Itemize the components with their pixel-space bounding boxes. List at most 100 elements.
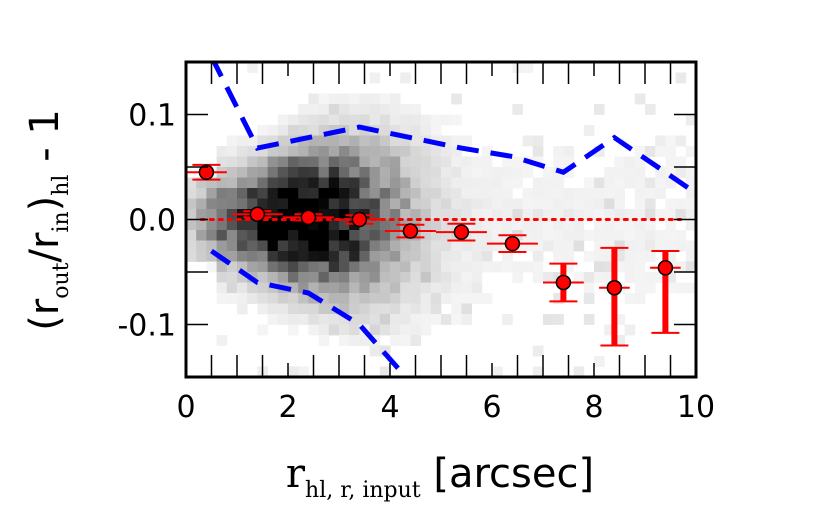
density-cell	[359, 146, 370, 157]
density-cell	[471, 198, 483, 210]
density-cell	[328, 219, 340, 231]
density-cell	[318, 324, 330, 336]
density-cell	[267, 167, 279, 178]
density-cell	[359, 293, 370, 304]
y-axis-label-mid: /r	[22, 232, 68, 262]
density-cell	[614, 251, 625, 262]
density-cell	[461, 251, 472, 262]
density-cell	[410, 251, 421, 262]
density-cell	[522, 167, 534, 178]
y-axis-label-sub-hl: hl	[49, 175, 74, 196]
density-cell	[257, 251, 268, 262]
density-cell	[349, 251, 360, 262]
density-cell	[237, 261, 248, 273]
density-cell	[563, 230, 574, 241]
density-cell	[471, 209, 483, 220]
density-cell	[216, 188, 228, 199]
density-cell	[298, 219, 309, 231]
density-cell	[471, 167, 483, 178]
density-cell	[226, 156, 238, 168]
density-cell	[359, 251, 370, 262]
density-cell	[461, 272, 472, 283]
density-cell	[410, 335, 421, 346]
x-tick-label: 6	[482, 390, 501, 425]
density-cell	[318, 198, 330, 210]
density-cell	[400, 156, 411, 168]
density-cell	[318, 146, 330, 157]
density-cell	[359, 114, 370, 126]
density-cell	[573, 188, 585, 199]
density-cell	[624, 324, 636, 336]
density-cell	[532, 219, 544, 231]
y-tick-label: -0.1	[117, 309, 176, 344]
median-point-group	[599, 246, 630, 347]
median-point	[249, 206, 266, 222]
density-cell	[594, 209, 605, 220]
density-cell	[328, 314, 340, 325]
density-cell	[308, 324, 319, 336]
density-cell	[369, 209, 381, 220]
density-cell	[328, 230, 340, 241]
density-cell	[604, 177, 615, 189]
density-cell	[247, 177, 258, 189]
density-cell	[594, 240, 605, 252]
density-cell	[604, 324, 615, 336]
density-cell	[451, 156, 462, 168]
density-cell	[206, 198, 217, 210]
density-cell	[675, 261, 687, 273]
density-cell	[247, 293, 258, 304]
density-cell	[339, 293, 350, 304]
density-cell	[400, 335, 411, 346]
density-cell	[522, 219, 534, 231]
density-cell	[359, 282, 370, 294]
y-tick-labels: 0.1 0.0 -0.1	[117, 99, 176, 344]
density-cell	[461, 156, 472, 168]
density-cell	[655, 209, 666, 220]
median-point	[402, 223, 419, 239]
density-cell	[634, 251, 646, 262]
density-cell	[369, 146, 381, 157]
density-cell	[237, 188, 248, 199]
density-cell	[318, 240, 330, 252]
density-cell	[257, 135, 268, 147]
density-cell	[288, 293, 299, 304]
density-cell	[369, 230, 381, 241]
density-cell	[359, 230, 370, 241]
density-cell	[328, 156, 340, 168]
density-cell	[410, 104, 421, 115]
density-cell	[328, 209, 340, 220]
density-cell	[461, 303, 472, 315]
density-cell	[390, 261, 401, 273]
density-cell	[237, 251, 248, 262]
density-cell	[339, 209, 350, 220]
density-cell	[257, 272, 268, 283]
density-cell	[532, 188, 544, 199]
density-cell	[400, 240, 411, 252]
density-cell	[481, 156, 493, 168]
density-cell	[339, 177, 350, 189]
density-cell	[277, 314, 289, 325]
density-cell	[318, 282, 330, 294]
density-cell	[614, 156, 625, 168]
density-cell	[665, 282, 676, 294]
density-cell	[267, 146, 279, 157]
density-cell	[645, 146, 656, 157]
density-cell	[655, 146, 666, 157]
density-cell	[277, 219, 289, 231]
y-tick-label: 0.1	[128, 99, 176, 134]
density-cell	[634, 209, 646, 220]
density-cell	[553, 314, 564, 325]
density-cell	[349, 261, 360, 273]
density-cell	[226, 251, 238, 262]
density-cell	[532, 230, 544, 241]
density-cell	[298, 167, 309, 178]
density-cell	[390, 135, 401, 147]
median-point	[351, 211, 368, 228]
density-cell	[594, 198, 605, 210]
density-cell	[553, 156, 564, 168]
density-cell	[604, 251, 615, 262]
density-cell	[186, 251, 197, 262]
density-cell	[400, 272, 411, 283]
density-cell	[237, 135, 248, 147]
density-cell	[573, 219, 585, 231]
